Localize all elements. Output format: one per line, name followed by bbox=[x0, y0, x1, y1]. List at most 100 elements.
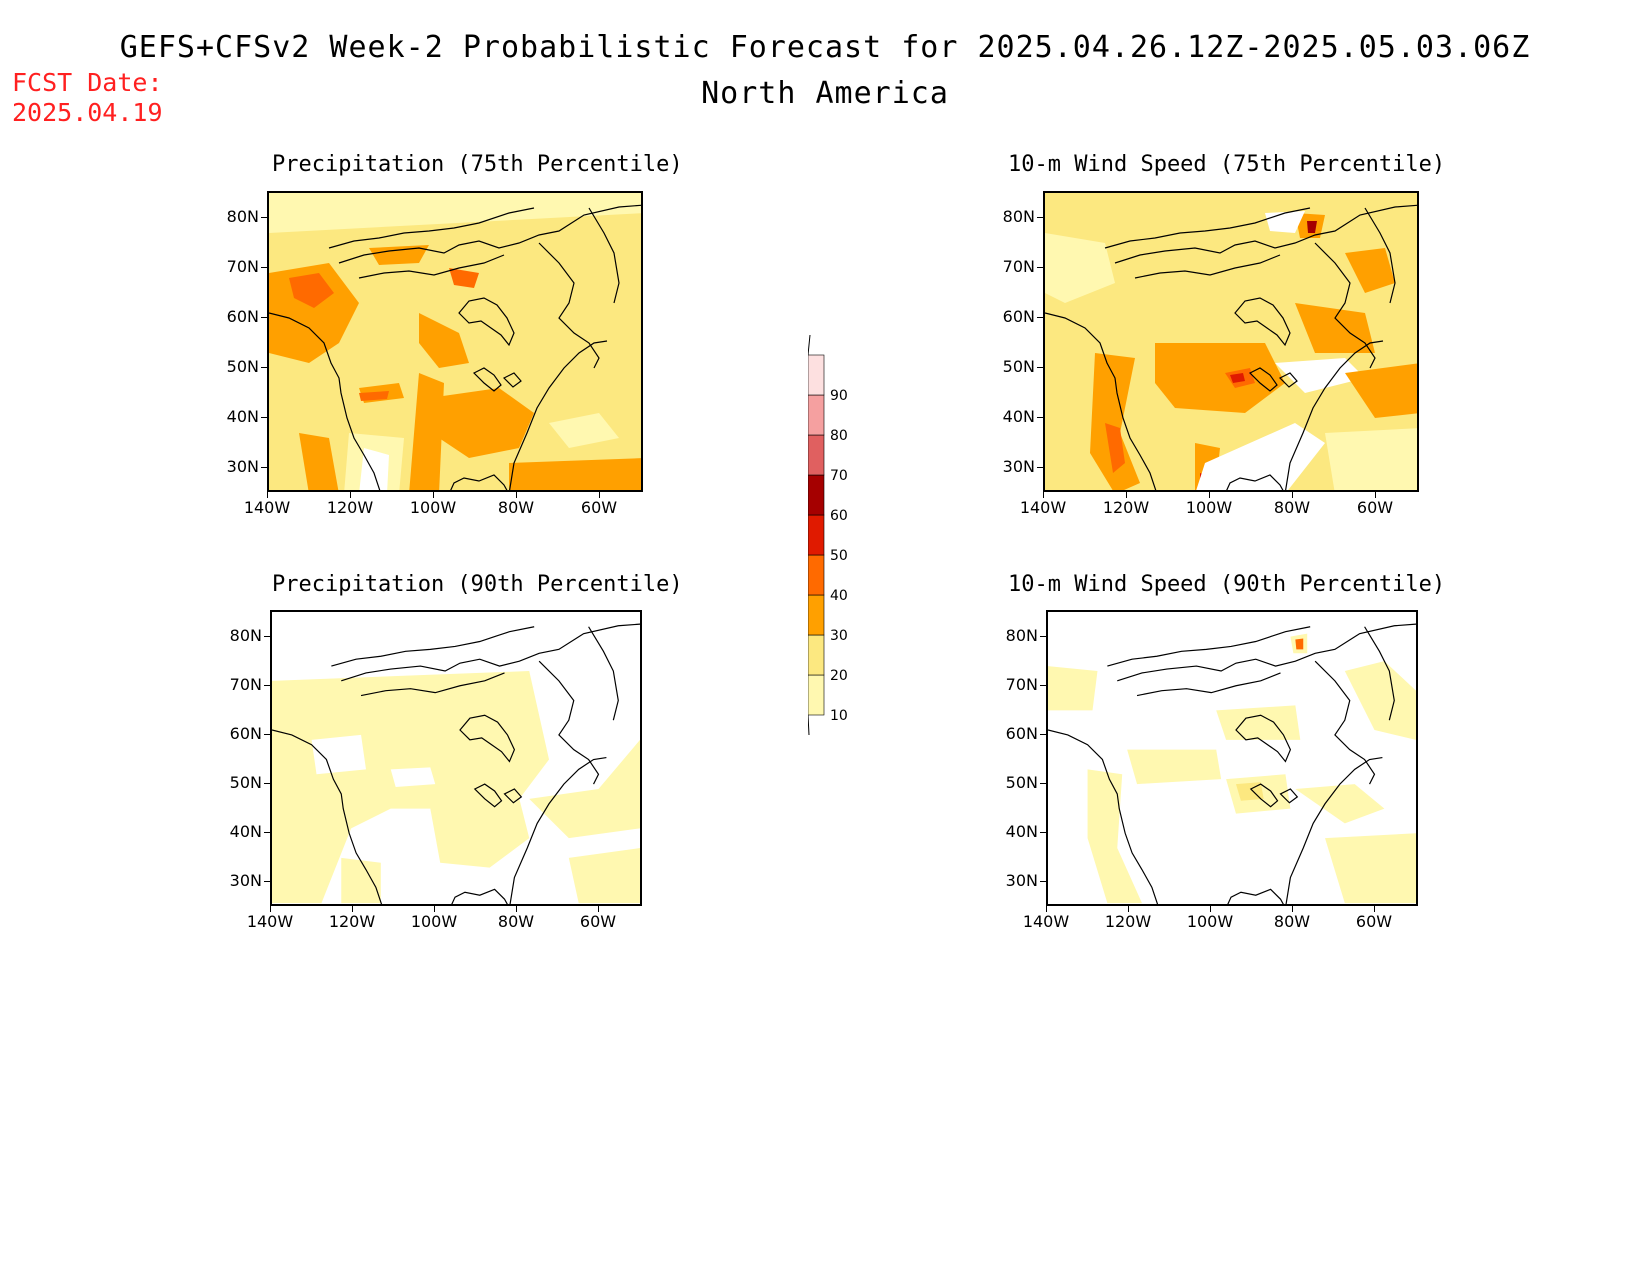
lat-tick-mark bbox=[1037, 417, 1043, 418]
coastline bbox=[1227, 756, 1383, 904]
lon-tick-mark bbox=[270, 906, 271, 912]
shaded-region bbox=[568, 848, 640, 904]
coastline bbox=[1234, 297, 1291, 347]
lon-tick-label: 140W bbox=[246, 912, 294, 931]
coastline bbox=[473, 783, 523, 808]
map-field bbox=[1045, 193, 1417, 490]
map-field bbox=[272, 612, 640, 904]
fcst-date-label: FCST Date: bbox=[12, 68, 163, 97]
lat-tick-mark bbox=[261, 367, 267, 368]
lat-tick-mark bbox=[1037, 267, 1043, 268]
colorbar-swatch bbox=[807, 514, 825, 556]
shaded-region bbox=[1048, 666, 1098, 711]
lat-tick-label: 60N bbox=[229, 724, 262, 743]
panel-title-precip-90: Precipitation (90th Percentile) bbox=[272, 572, 683, 597]
shaded-region bbox=[1230, 373, 1245, 383]
panel-title-wind-90: 10-m Wind Speed (90th Percentile) bbox=[1008, 572, 1446, 597]
coastline bbox=[1226, 340, 1384, 490]
colorbar-swatch bbox=[807, 594, 825, 636]
coastline bbox=[1249, 783, 1299, 808]
lat-tick-label: 80N bbox=[229, 626, 262, 645]
lat-tick-mark bbox=[1040, 636, 1046, 637]
lat-tick-mark bbox=[261, 267, 267, 268]
lon-tick-label: 120W bbox=[328, 912, 376, 931]
shaded-region bbox=[1295, 638, 1304, 650]
lat-tick-mark bbox=[1037, 367, 1043, 368]
lon-tick-label: 80W bbox=[497, 498, 535, 517]
lat-tick-mark bbox=[261, 417, 267, 418]
lon-tick-label: 60W bbox=[1356, 498, 1394, 517]
shaded-region bbox=[1295, 303, 1375, 353]
lat-tick-mark bbox=[264, 636, 270, 637]
shaded-region bbox=[1127, 749, 1222, 785]
coastline bbox=[588, 626, 619, 721]
lat-tick-label: 70N bbox=[229, 675, 262, 694]
lat-tick-mark bbox=[261, 217, 267, 218]
lon-tick-mark bbox=[516, 492, 517, 498]
coastline bbox=[1364, 207, 1396, 304]
lat-tick-mark bbox=[261, 467, 267, 468]
lat-tick-mark bbox=[1040, 685, 1046, 686]
colorbar-swatch bbox=[807, 354, 825, 396]
shaded-region bbox=[289, 273, 334, 308]
colorbar-swatch bbox=[807, 434, 825, 476]
lat-tick-mark bbox=[264, 783, 270, 784]
shaded-region bbox=[1307, 221, 1317, 233]
coastline bbox=[538, 242, 600, 369]
lat-tick-mark bbox=[1040, 734, 1046, 735]
lon-tick-mark bbox=[1209, 492, 1210, 498]
lat-tick-label: 50N bbox=[1005, 773, 1038, 792]
coastline bbox=[450, 340, 608, 490]
lon-tick-mark bbox=[1210, 906, 1211, 912]
lon-tick-label: 120W bbox=[1102, 498, 1150, 517]
lat-tick-label: 60N bbox=[1002, 307, 1035, 326]
coastline bbox=[360, 672, 505, 697]
coastline bbox=[1134, 254, 1281, 279]
map-precip-90 bbox=[270, 610, 642, 906]
coastline bbox=[341, 623, 640, 682]
lat-tick-mark bbox=[1040, 783, 1046, 784]
shaded-region bbox=[1090, 353, 1140, 490]
lon-tick-label: 100W bbox=[1186, 912, 1234, 931]
coastline bbox=[1048, 729, 1159, 904]
map-wind-90 bbox=[1046, 610, 1418, 906]
lon-tick-label: 140W bbox=[1019, 498, 1067, 517]
lon-tick-label: 80W bbox=[1273, 498, 1311, 517]
coastline bbox=[459, 714, 516, 763]
lat-tick-mark bbox=[264, 685, 270, 686]
shaded-region bbox=[341, 857, 381, 904]
colorbar-level-label: 70 bbox=[830, 468, 848, 484]
shaded-region bbox=[272, 671, 550, 904]
lat-tick-mark bbox=[261, 317, 267, 318]
panel-title-wind-75: 10-m Wind Speed (75th Percentile) bbox=[1008, 152, 1446, 177]
lat-tick-label: 50N bbox=[1002, 357, 1035, 376]
shaded-region bbox=[1216, 705, 1301, 740]
coastline bbox=[338, 204, 641, 264]
coastline bbox=[1114, 204, 1417, 264]
shaded-region bbox=[1087, 769, 1142, 904]
shaded-region bbox=[369, 245, 429, 265]
lat-tick-label: 80N bbox=[1002, 207, 1035, 226]
colorbar-swatch bbox=[807, 394, 825, 436]
lon-tick-mark bbox=[433, 492, 434, 498]
lon-tick-label: 60W bbox=[580, 498, 618, 517]
coastline bbox=[358, 254, 505, 279]
coastline bbox=[269, 312, 381, 490]
map-field bbox=[269, 193, 641, 490]
lat-tick-label: 30N bbox=[229, 871, 262, 890]
lat-tick-label: 80N bbox=[226, 207, 259, 226]
shaded-region bbox=[429, 388, 534, 458]
lon-tick-label: 80W bbox=[1273, 912, 1311, 931]
lat-tick-label: 60N bbox=[1005, 724, 1038, 743]
coastline bbox=[472, 367, 522, 392]
lat-tick-label: 70N bbox=[226, 257, 259, 276]
lon-tick-mark bbox=[434, 906, 435, 912]
lat-tick-mark bbox=[264, 881, 270, 882]
lon-tick-mark bbox=[598, 906, 599, 912]
lat-tick-label: 70N bbox=[1002, 257, 1035, 276]
lon-tick-mark bbox=[1128, 906, 1129, 912]
chart-subtitle: North America bbox=[701, 76, 949, 111]
coastline bbox=[272, 729, 383, 904]
lon-tick-mark bbox=[352, 906, 353, 912]
shaded-region bbox=[1155, 343, 1285, 413]
